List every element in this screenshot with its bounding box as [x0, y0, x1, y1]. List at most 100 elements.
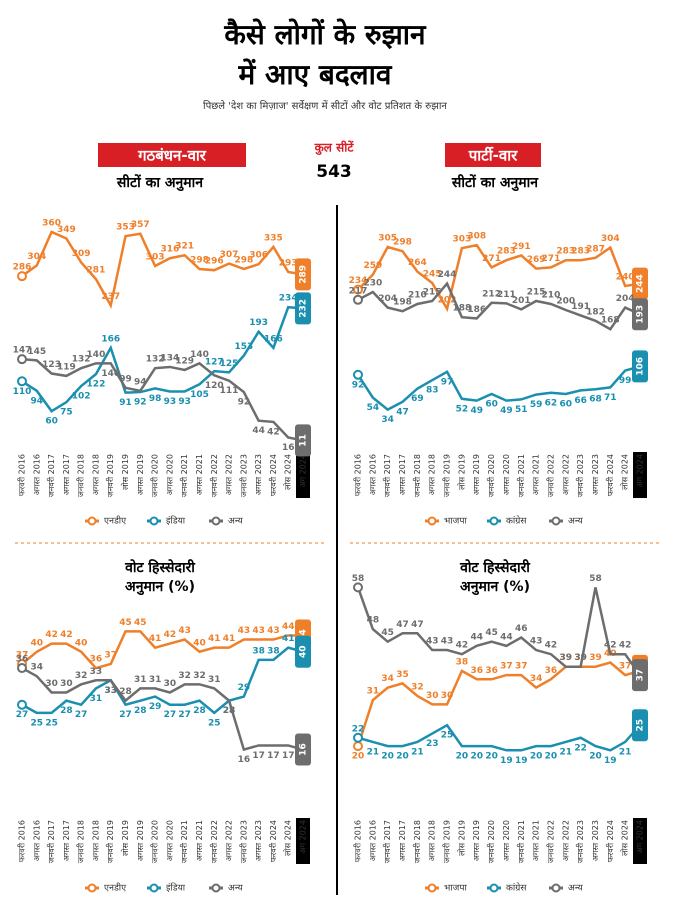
data-label: 145	[27, 347, 46, 357]
data-label: 31	[208, 675, 221, 685]
data-label: 230	[363, 279, 382, 289]
series-line	[21, 630, 303, 670]
x-tick-label: अगस्त 2021	[195, 820, 204, 861]
x-tick-label: अगस्त 2017	[62, 820, 71, 861]
x-tick-label: जनवरी 2018	[412, 454, 422, 497]
total-value: 543	[316, 162, 352, 182]
x-tick-label: अगस्त 2017	[398, 820, 407, 861]
data-label: 286	[13, 263, 32, 273]
data-label: 42	[619, 641, 632, 651]
legend-label: इंडिया	[166, 515, 186, 527]
end-label: 44	[299, 629, 309, 642]
data-label: 36	[90, 655, 103, 665]
data-label: 98	[149, 394, 162, 404]
end-label-box	[295, 635, 311, 668]
x-tick-label: अगस्त 2019	[472, 820, 481, 861]
x-tick-label: जनवरी 2019	[105, 454, 115, 497]
data-label: 30	[45, 679, 58, 689]
data-label: 134	[160, 353, 179, 363]
end-label-box	[632, 350, 648, 383]
data-label: 34	[381, 415, 394, 425]
x-tick-label: अगस्त 2019	[136, 820, 145, 861]
data-label: 30	[60, 679, 73, 689]
data-label: 287	[586, 244, 605, 254]
x-label-box	[633, 452, 647, 498]
data-label: 293	[279, 258, 298, 268]
end-label: 289	[299, 265, 309, 284]
data-label: 54	[367, 403, 380, 413]
x-tick-label: फरवरी 2024	[605, 820, 615, 862]
x-tick-label: अगस्त 2016	[32, 454, 41, 495]
chart-subtitle: अनुमान (%)	[460, 579, 530, 596]
legend-label: कांग्रेस	[506, 882, 527, 894]
data-label: 19	[500, 756, 513, 766]
point	[17, 699, 27, 710]
data-label: 182	[586, 307, 605, 317]
data-label: 19	[604, 756, 617, 766]
data-label: 298	[190, 255, 209, 265]
x-tick-label: अगस्त 2023	[254, 454, 263, 495]
data-label: 33	[104, 686, 117, 696]
x-tick-label: जनवरी 2017	[382, 820, 392, 863]
legend-dot	[427, 883, 437, 893]
data-label: 47	[396, 407, 409, 417]
data-label: 140	[87, 350, 106, 360]
data-label: 36	[545, 666, 558, 676]
legend-label: इंडिया	[166, 882, 186, 894]
data-label: 20	[470, 752, 483, 762]
data-label: 19	[515, 756, 528, 766]
data-label: 99	[119, 374, 132, 384]
data-label: 32	[75, 671, 88, 681]
data-label: 37	[515, 662, 528, 672]
x-tick-label: अगस्त 2016	[32, 820, 41, 861]
data-label: 58	[352, 574, 365, 584]
data-label: 49	[470, 406, 483, 416]
data-label: 25	[31, 718, 44, 728]
x-tick-label: जनवरी 2018	[412, 820, 422, 863]
data-label: 120	[205, 381, 224, 391]
chart-title: सीटों का अनुमान	[116, 174, 204, 192]
data-label: 43	[441, 637, 454, 647]
data-label: 40	[75, 638, 88, 648]
data-label: 44	[470, 632, 483, 642]
data-label: 91	[119, 398, 132, 408]
data-label: 44	[282, 622, 295, 632]
x-tick-label: लोस 2019	[120, 820, 130, 856]
legend-dot	[489, 883, 499, 893]
data-label: 16	[282, 443, 295, 453]
data-label: 42	[45, 630, 58, 640]
data-label: 71	[604, 393, 617, 403]
data-label: 92	[238, 398, 251, 408]
data-label: 31	[149, 675, 162, 685]
data-label: 22	[574, 743, 587, 753]
data-label: 46	[515, 624, 528, 634]
x-tick-label: लोस 2024	[283, 820, 293, 856]
data-label: 47	[411, 620, 424, 630]
x-tick-label: अगस्त 2017	[62, 454, 71, 495]
x-tick-label: जनवरी 2023	[238, 820, 248, 863]
legend-label: एनडीए	[104, 882, 127, 894]
x-tick-label: अग 2024	[636, 820, 645, 854]
x-tick-label: अगस्त 2018	[91, 820, 100, 861]
legend-label: अन्य	[228, 517, 244, 527]
legend-dot	[551, 883, 561, 893]
data-label: 201	[512, 296, 531, 306]
data-label: 93	[178, 397, 191, 407]
data-label: 244	[438, 270, 457, 280]
data-label: 281	[87, 266, 106, 276]
x-tick-label: लोस 2024	[283, 454, 293, 490]
data-label: 296	[205, 257, 224, 267]
x-tick-label: जनवरी 2019	[442, 454, 452, 497]
x-tick-label: जनवरी 2022	[545, 454, 555, 497]
data-label: 215	[527, 288, 546, 298]
end-label: 25	[636, 719, 646, 732]
data-label: 49	[500, 406, 513, 416]
data-label: 42	[164, 630, 177, 640]
data-label: 94	[134, 377, 147, 387]
chart-subtitle: अनुमान (%)	[125, 579, 195, 596]
data-label: 37	[619, 662, 632, 672]
data-label: 204	[616, 294, 635, 304]
total-label: कुल सीटें	[314, 141, 355, 156]
data-label: 204	[378, 294, 397, 304]
data-label: 245	[423, 270, 442, 280]
